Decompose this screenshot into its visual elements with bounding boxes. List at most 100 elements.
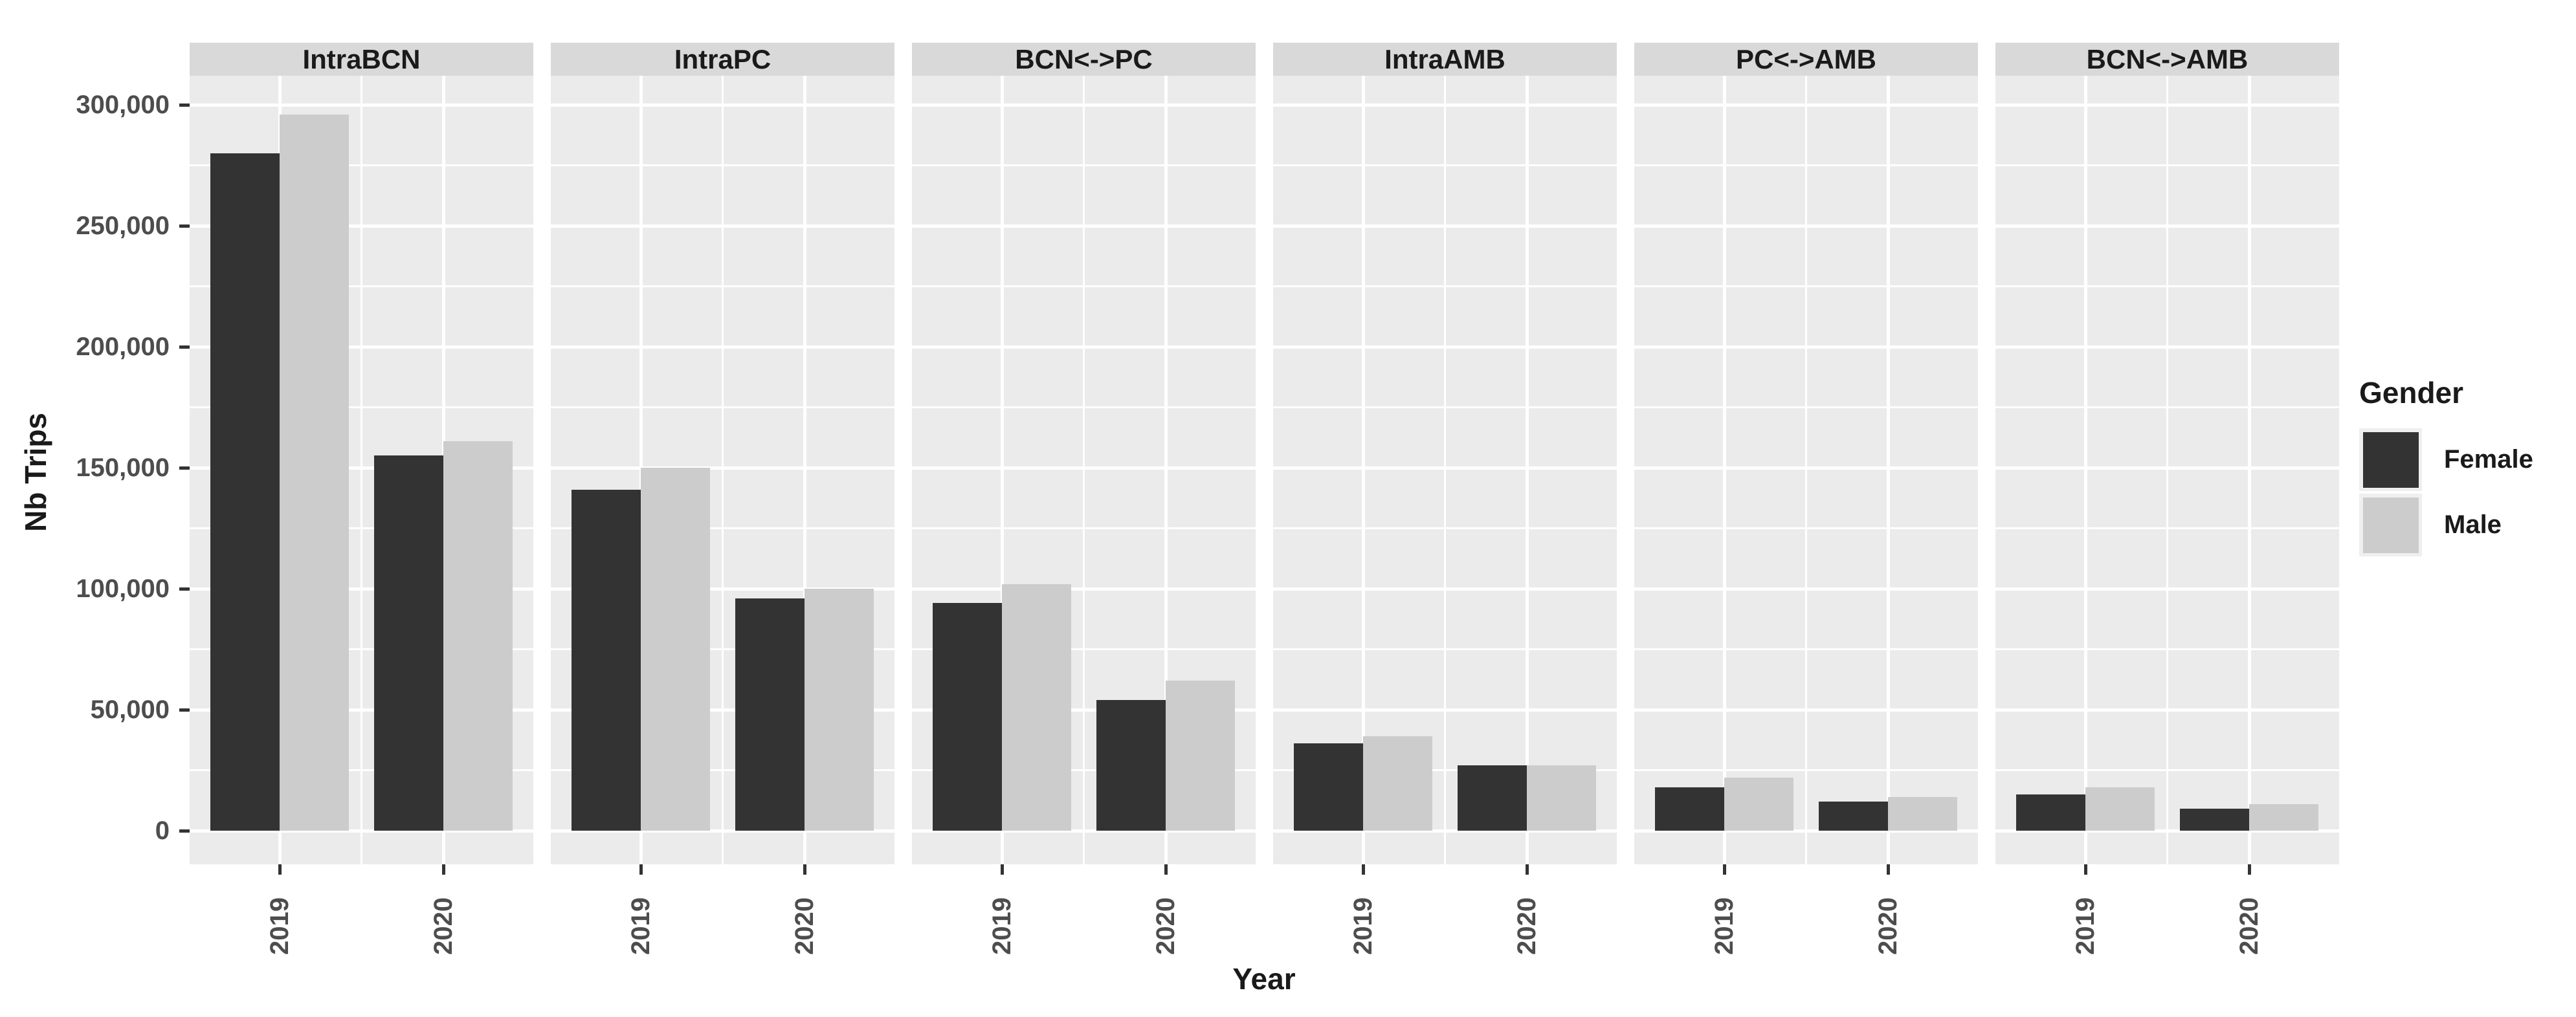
y-tick-label: 0 xyxy=(155,816,170,845)
bar-female-2019 xyxy=(2016,794,2085,831)
facet-strip-label: BCN<->PC xyxy=(1015,43,1153,74)
x-tick-label: 2019 xyxy=(953,877,1050,974)
x-tick xyxy=(442,864,445,875)
x-tick xyxy=(1001,864,1004,875)
legend-item: Female xyxy=(2359,428,2533,491)
x-tick xyxy=(2084,864,2087,875)
y-tick xyxy=(179,829,190,833)
x-tick-label-text: 2020 xyxy=(1151,897,1180,955)
x-tick-label-text: 2020 xyxy=(1873,897,1902,955)
bar-male-2020 xyxy=(805,589,874,831)
gridline-major-v xyxy=(1362,76,1365,864)
y-tick-label: 100,000 xyxy=(76,574,170,603)
x-tick-label: 2020 xyxy=(1839,877,1937,974)
facet-strip: BCN<->PC xyxy=(912,43,1256,76)
facet-strip: PC<->AMB xyxy=(1634,43,1978,76)
x-tick-label: 2019 xyxy=(2037,877,2134,974)
x-tick-label: 2020 xyxy=(2201,877,2298,974)
y-tick xyxy=(179,104,190,107)
y-tick xyxy=(179,345,190,349)
x-tick xyxy=(803,864,806,875)
gridline-major-v xyxy=(2084,76,2087,864)
x-tick-label: 2020 xyxy=(1478,877,1575,974)
bar-male-2019 xyxy=(280,115,349,831)
facet-strip-label: IntraBCN xyxy=(302,43,421,74)
gridline-major-v xyxy=(1164,76,1168,864)
bar-female-2020 xyxy=(735,598,805,831)
bar-male-2019 xyxy=(2085,787,2155,831)
y-tick-label: 300,000 xyxy=(76,91,170,119)
x-tick-label-text: 2020 xyxy=(790,897,819,955)
bar-male-2019 xyxy=(1002,584,1071,831)
bar-male-2020 xyxy=(1888,797,1957,831)
bar-female-2020 xyxy=(1819,802,1888,831)
y-tick-label: 200,000 xyxy=(76,333,170,361)
x-tick-label-text: 2019 xyxy=(987,897,1016,955)
facet-panel xyxy=(1995,76,2339,864)
x-tick-label: 2020 xyxy=(395,877,492,974)
bar-female-2020 xyxy=(1458,765,1527,831)
facet-panel xyxy=(190,76,533,864)
gridline-major-v xyxy=(803,76,806,864)
facet-panel xyxy=(551,76,894,864)
bar-female-2020 xyxy=(1096,700,1166,831)
x-tick xyxy=(1887,864,1890,875)
facet-panel xyxy=(1634,76,1978,864)
facet-strip-label: IntraPC xyxy=(674,43,772,74)
facet-strip: IntraPC xyxy=(551,43,894,76)
x-tick-label-text: 2019 xyxy=(626,897,655,955)
x-tick xyxy=(1526,864,1529,875)
legend-key xyxy=(2359,494,2422,556)
facet-strip-label: IntraAMB xyxy=(1384,43,1505,74)
legend-swatch-male xyxy=(2362,497,2419,553)
x-tick xyxy=(639,864,643,875)
bar-female-2019 xyxy=(933,603,1002,831)
facet-panel xyxy=(1273,76,1617,864)
x-tick xyxy=(1723,864,1726,875)
legend: Gender Female Male xyxy=(2359,375,2533,559)
facet-strip-label: BCN<->AMB xyxy=(2086,43,2248,74)
gridline-minor-v xyxy=(2166,76,2168,864)
y-tick-label: 150,000 xyxy=(76,454,170,482)
bar-male-2020 xyxy=(1166,681,1235,831)
bar-female-2019 xyxy=(1655,787,1724,831)
gridline-minor-v xyxy=(722,76,724,864)
bar-female-2019 xyxy=(572,490,641,831)
x-tick-label-text: 2020 xyxy=(2234,897,2263,955)
legend-key xyxy=(2359,428,2422,491)
legend-title: Gender xyxy=(2359,376,2464,410)
legend-item: Male xyxy=(2359,494,2533,556)
x-tick-label-text: 2020 xyxy=(1512,897,1541,955)
x-tick-label: 2020 xyxy=(756,877,853,974)
gridline-minor-v xyxy=(361,76,362,864)
facet-panel xyxy=(912,76,1256,864)
legend-swatch-female xyxy=(2362,432,2419,488)
y-tick xyxy=(179,224,190,228)
gridline-minor-v xyxy=(1444,76,1446,864)
facet-strip: BCN<->AMB xyxy=(1995,43,2339,76)
x-tick-label: 2019 xyxy=(1315,877,1412,974)
x-tick xyxy=(1164,864,1168,875)
x-tick xyxy=(278,864,282,875)
bar-male-2019 xyxy=(1724,778,1793,831)
gridline-major-v xyxy=(1887,76,1890,864)
gridline-major-v xyxy=(2248,76,2251,864)
bar-male-2020 xyxy=(1527,765,1596,831)
x-tick-label: 2019 xyxy=(592,877,689,974)
legend-label: Male xyxy=(2444,510,2502,539)
x-tick-label-text: 2019 xyxy=(1348,897,1377,955)
bar-male-2019 xyxy=(641,468,710,831)
x-tick-label: 2019 xyxy=(1676,877,1773,974)
legend-label: Female xyxy=(2444,445,2533,474)
bar-male-2020 xyxy=(2249,804,2318,831)
bar-female-2019 xyxy=(1294,743,1363,831)
x-axis-title-text: Year xyxy=(1232,962,1296,996)
gridline-major-v xyxy=(1526,76,1529,864)
x-tick-label: 2020 xyxy=(1117,877,1214,974)
y-tick-label: 50,000 xyxy=(90,695,170,724)
x-tick xyxy=(2248,864,2251,875)
y-tick xyxy=(179,466,190,470)
x-tick xyxy=(1362,864,1365,875)
gridline-major-v xyxy=(1723,76,1726,864)
